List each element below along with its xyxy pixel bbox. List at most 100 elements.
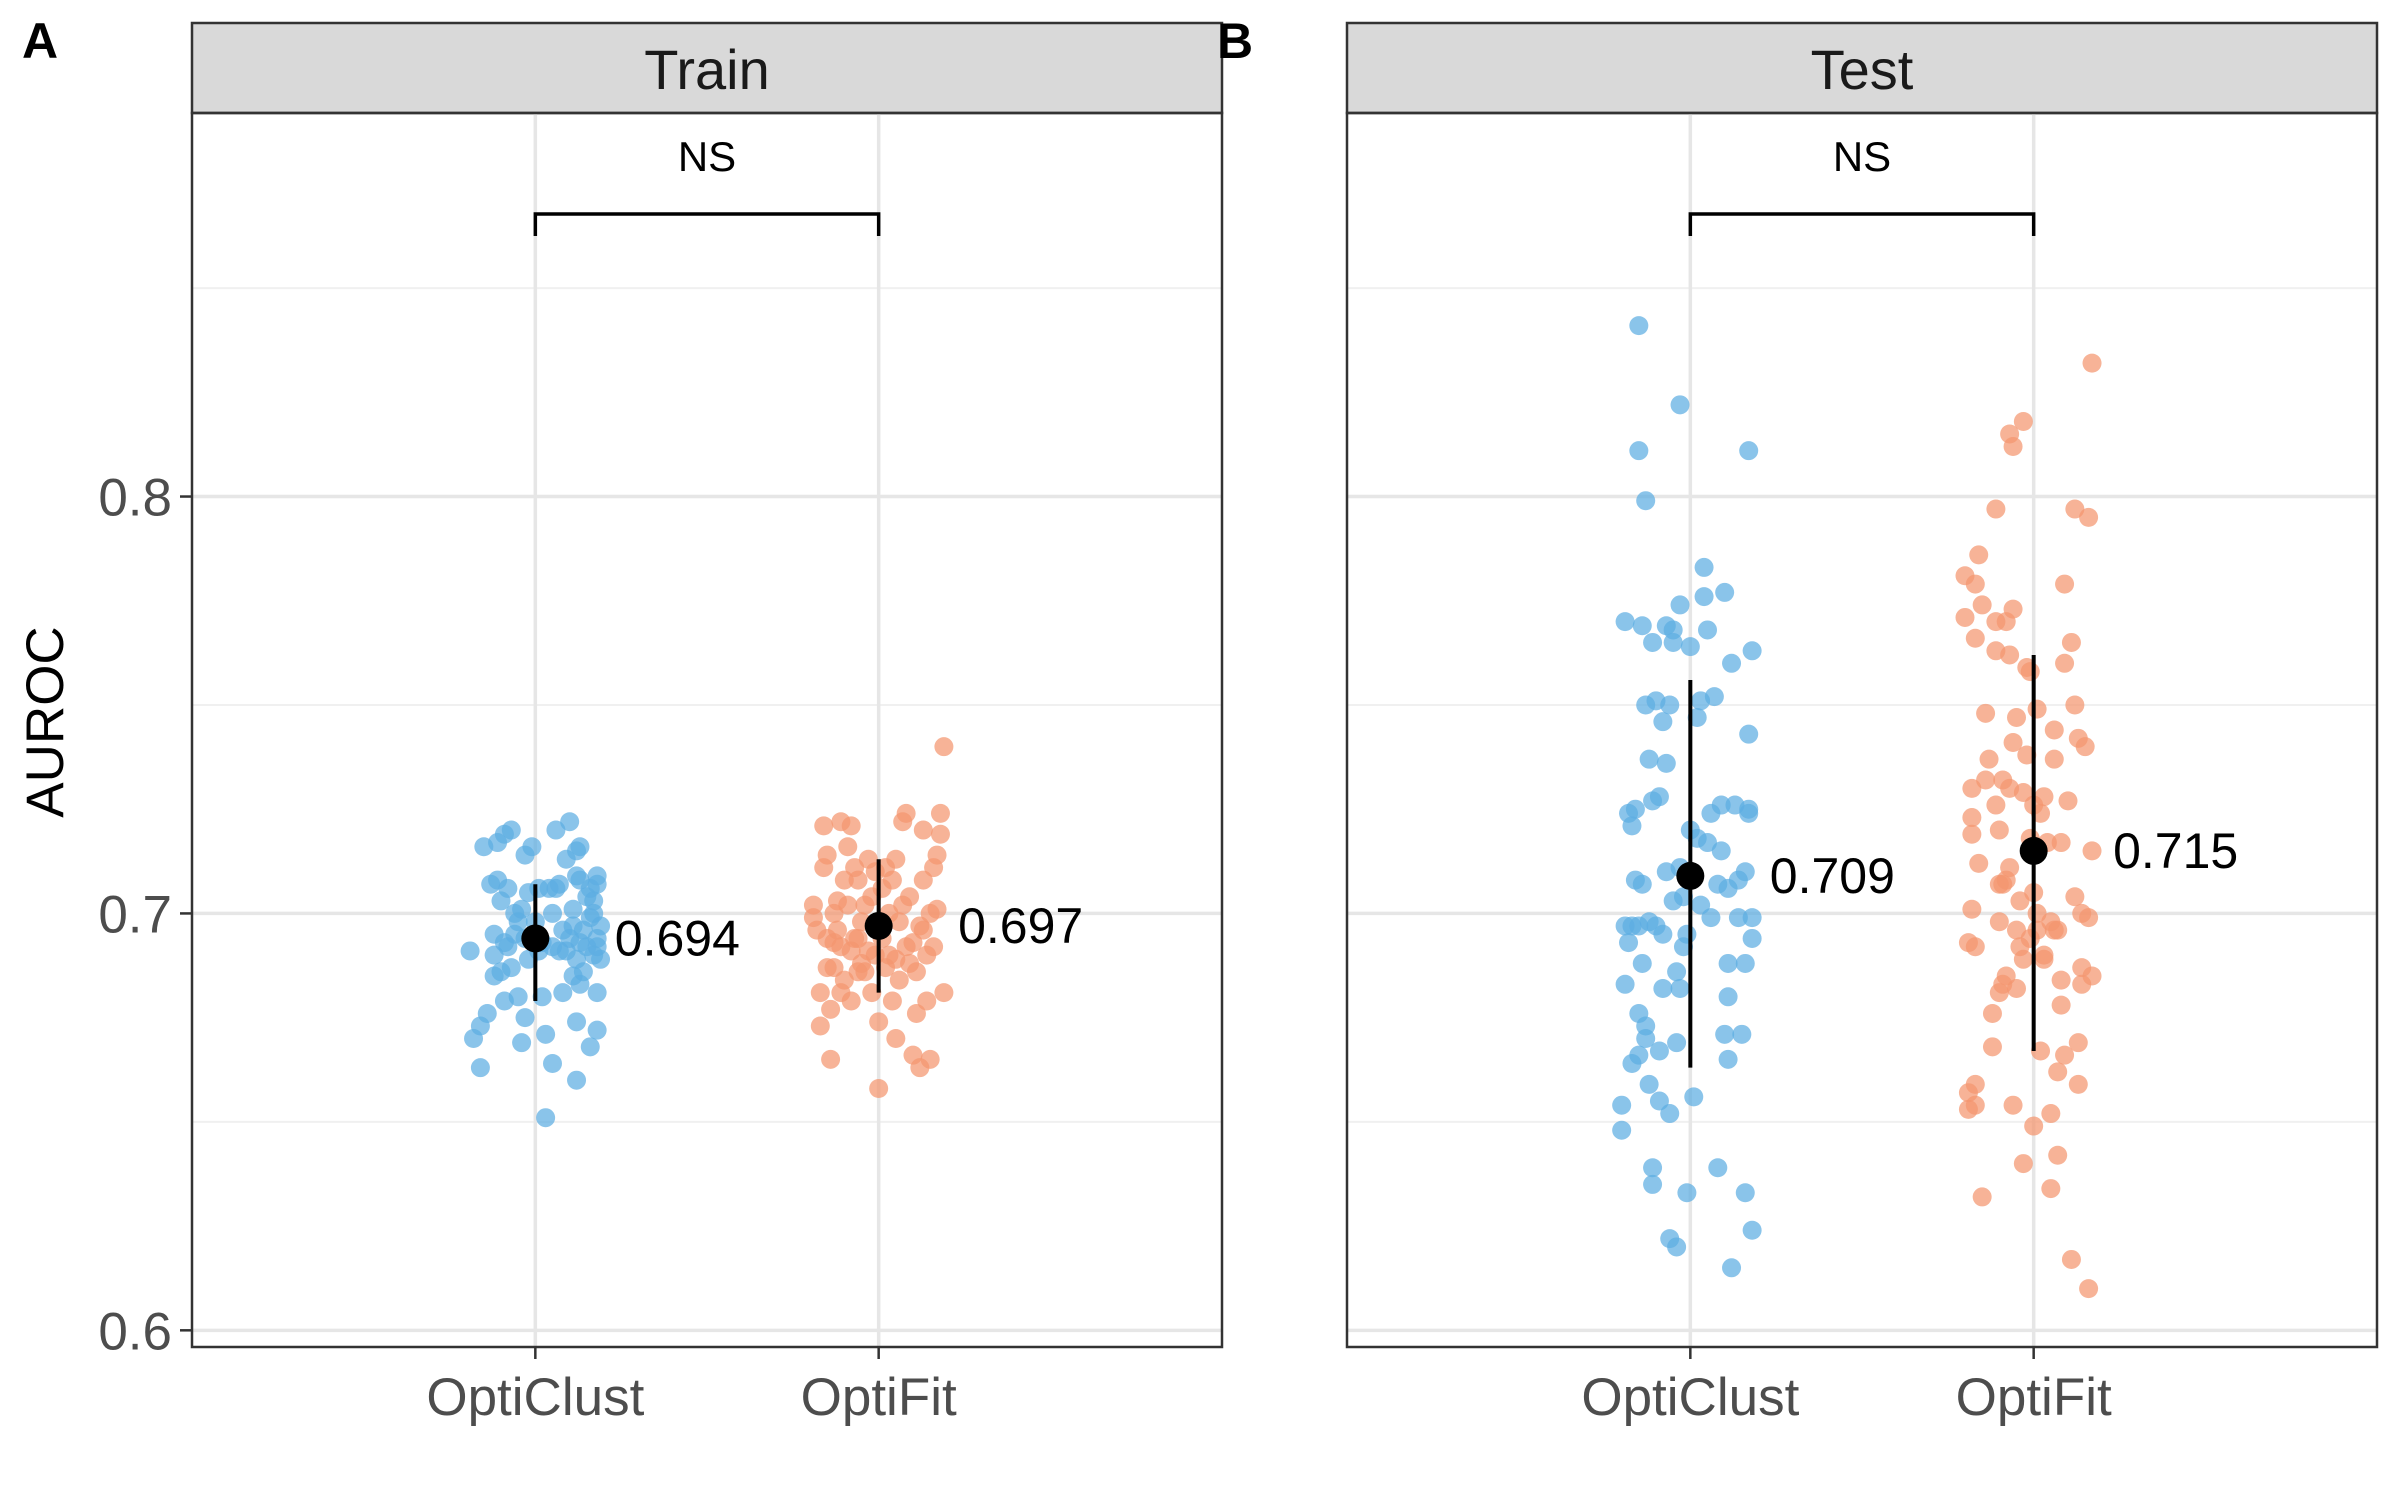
data-point-optifit <box>2051 995 2071 1015</box>
data-point-opticlust <box>567 1070 587 1090</box>
data-point-opticlust <box>1660 695 1680 715</box>
strip-label: Test <box>1811 38 1914 101</box>
data-point-optifit <box>2079 1279 2099 1299</box>
data-point-opticlust <box>1698 833 1717 853</box>
data-point-optifit <box>2065 887 2085 907</box>
data-point-opticlust <box>536 1024 556 1044</box>
data-point-opticlust <box>484 966 504 986</box>
data-point-optifit <box>838 837 858 857</box>
data-point-optifit <box>2013 412 2033 431</box>
data-point-optifit <box>903 933 923 953</box>
data-point-optifit <box>2082 353 2102 373</box>
data-point-optifit <box>1976 703 1996 723</box>
data-point-optifit <box>2003 437 2023 457</box>
data-point-opticlust <box>584 891 604 911</box>
x-tick-label: OptiClust <box>426 1368 644 1427</box>
data-point-optifit <box>1962 824 1982 844</box>
data-point-optifit <box>2082 841 2102 861</box>
data-point-opticlust <box>1698 620 1717 640</box>
data-point-opticlust <box>1742 641 1762 661</box>
y-tick-label: 0.6 <box>98 1302 172 1361</box>
mean-label-opticlust: 0.694 <box>615 910 740 966</box>
x-tick-label: OptiFit <box>1956 1368 2112 1427</box>
data-point-opticlust <box>1691 895 1711 915</box>
data-point-optifit <box>817 845 837 865</box>
data-point-opticlust <box>1667 1237 1687 1257</box>
data-point-optifit <box>2051 970 2071 990</box>
data-point-optifit <box>2048 1062 2068 1082</box>
mean-point-optifit <box>864 911 893 940</box>
data-point-opticlust <box>501 958 521 978</box>
data-point-opticlust <box>1653 712 1673 732</box>
data-point-opticlust <box>1739 441 1759 461</box>
data-point-opticlust <box>1643 1174 1663 1194</box>
data-point-optifit <box>2020 662 2040 682</box>
data-point-optifit <box>810 983 830 1003</box>
data-point-opticlust <box>1742 908 1762 928</box>
data-point-optifit <box>1986 499 2006 519</box>
data-point-optifit <box>1979 749 1999 769</box>
data-point-opticlust <box>512 899 532 919</box>
data-point-opticlust <box>1649 1091 1669 1111</box>
data-point-opticlust <box>1735 953 1755 973</box>
data-point-opticlust <box>1677 1183 1697 1203</box>
data-point-opticlust <box>1663 620 1683 640</box>
data-point-optifit <box>882 870 902 890</box>
data-point-optifit <box>930 824 950 844</box>
data-point-opticlust <box>1694 557 1714 577</box>
panel-letter: B <box>1217 13 1253 69</box>
data-point-opticlust <box>543 903 562 923</box>
data-point-optifit <box>855 962 875 982</box>
data-point-opticlust <box>1612 1095 1632 1115</box>
data-point-opticlust <box>567 1012 587 1032</box>
data-point-opticlust <box>532 987 552 1007</box>
data-point-optifit <box>906 1003 926 1023</box>
data-point-opticlust <box>1643 632 1663 652</box>
data-point-optifit <box>2000 645 2020 665</box>
data-point-opticlust <box>1677 924 1697 944</box>
data-point-opticlust <box>1632 953 1652 973</box>
data-point-opticlust <box>580 1037 600 1057</box>
data-point-optifit <box>821 1049 841 1069</box>
data-point-optifit <box>869 1012 889 1032</box>
data-point-optifit <box>1972 595 1992 615</box>
data-point-optifit <box>2007 978 2026 998</box>
data-point-opticlust <box>1667 962 1687 982</box>
data-point-optifit <box>934 737 954 757</box>
data-point-optifit <box>862 983 882 1003</box>
data-point-optifit <box>803 895 823 915</box>
data-point-optifit <box>2061 632 2081 652</box>
data-point-optifit <box>2013 1154 2033 1174</box>
data-point-optifit <box>1996 966 2016 986</box>
data-point-opticlust <box>508 987 528 1007</box>
data-point-opticlust <box>1656 753 1676 773</box>
data-point-optifit <box>934 983 954 1003</box>
data-point-optifit <box>834 870 854 890</box>
data-point-opticlust <box>553 983 573 1003</box>
data-point-opticlust <box>1728 908 1748 928</box>
data-point-optifit <box>2079 908 2099 928</box>
data-point-opticlust <box>1670 595 1690 615</box>
data-point-optifit <box>2055 574 2075 594</box>
data-point-optifit <box>2031 803 2051 823</box>
data-point-opticlust <box>556 849 576 869</box>
data-point-optifit <box>2003 733 2023 753</box>
data-point-opticlust <box>1711 795 1731 815</box>
data-point-optifit <box>896 803 916 823</box>
data-point-optifit <box>2055 653 2075 673</box>
data-point-opticlust <box>1625 799 1645 819</box>
data-point-optifit <box>1962 808 1982 828</box>
data-point-opticlust <box>1629 1045 1649 1065</box>
mean-label-optifit: 0.715 <box>2113 823 2238 879</box>
significance-bracket <box>1688 212 2036 236</box>
data-point-opticlust <box>1670 395 1690 415</box>
data-point-optifit <box>1969 853 1989 873</box>
data-point-opticlust <box>1636 1029 1656 1048</box>
strip-label: Train <box>644 38 770 101</box>
data-point-opticlust <box>1667 1033 1687 1053</box>
data-point-opticlust <box>460 941 480 961</box>
data-point-optifit <box>889 970 909 990</box>
data-point-opticlust <box>1715 1024 1735 1044</box>
data-point-optifit <box>1962 899 1982 919</box>
